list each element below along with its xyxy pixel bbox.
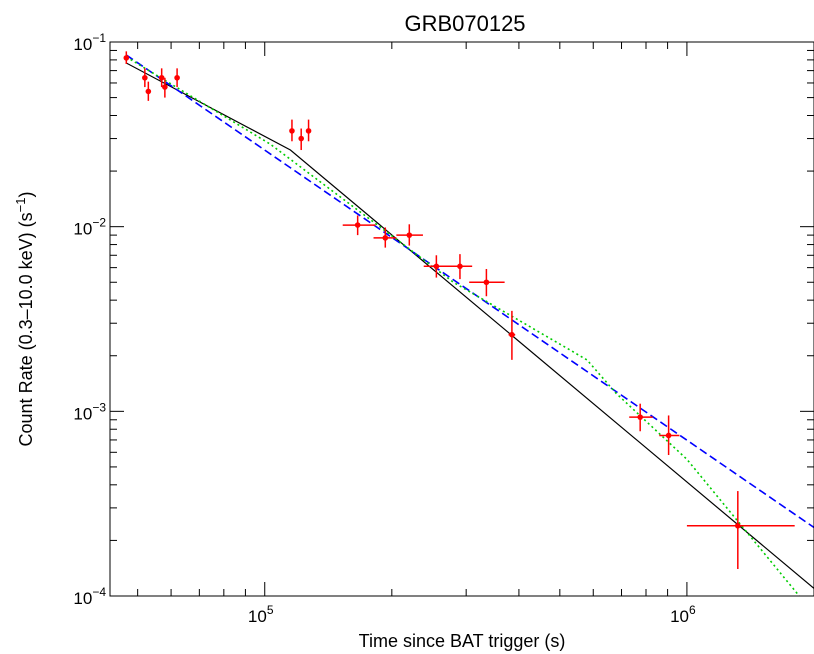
x-axis-label: Time since BAT trigger (s) [359,631,566,651]
data-point [373,227,397,248]
data-point [145,81,152,101]
axes [110,41,814,597]
data-marker [305,128,312,134]
data-point [305,119,312,142]
data-marker [382,235,389,241]
plot-frame [109,41,814,597]
x-tick-label: 105 [248,603,274,626]
data-point [469,268,505,297]
data-marker [298,135,304,142]
data-marker [142,74,148,81]
data-point [396,224,423,246]
data-marker [289,128,295,134]
model-curves [125,54,814,596]
data-marker [483,279,490,286]
data-marker [735,522,741,529]
data-point [629,403,653,432]
data-point [659,415,680,456]
data-marker [145,88,152,95]
y-axis-label: Count Rate (0.3–10.0 keV) (s−1) [13,192,36,447]
data-marker [406,232,413,238]
chart-title: GRB070125 [404,11,525,36]
data-point [298,128,304,151]
data-marker [433,263,440,270]
data-point [174,68,180,88]
data-marker [457,263,463,270]
data-marker [354,222,361,228]
model-curve-dashed [125,54,814,529]
model-curve-solid [126,62,814,589]
y-tick-label: 10−3 [73,400,106,423]
data-point [342,215,376,236]
data-point [686,491,795,570]
data-point [162,77,168,98]
data-point [289,119,295,142]
data-point [123,51,130,65]
x-tick-label: 106 [670,603,696,626]
model-curve-dotted [125,56,801,596]
data-point [446,254,473,280]
y-tick-label: 10−2 [73,216,106,239]
data-marker [665,432,672,439]
data-point [508,310,516,360]
y-tick-label: 10−1 [73,31,106,54]
data-point [142,68,148,88]
data-point [423,255,451,278]
data-marker [174,74,180,81]
data-marker [509,331,515,338]
data-point [158,68,165,88]
data-marker [158,74,165,81]
y-tick-label: 10−4 [73,585,106,608]
data-marker [123,55,130,61]
data-points [123,51,795,570]
data-marker [162,84,168,90]
data-marker [637,414,643,420]
